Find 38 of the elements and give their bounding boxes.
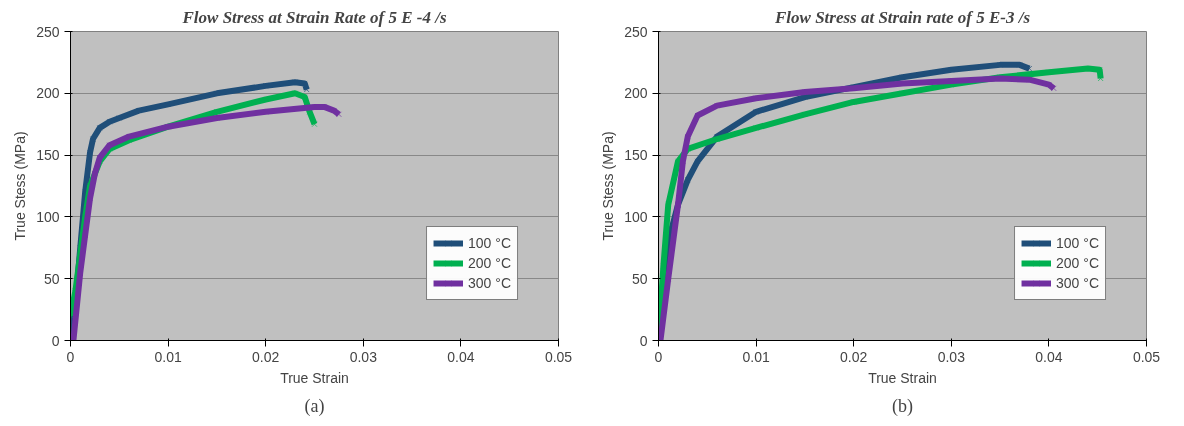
legend-label: 300 °C [1056,275,1099,291]
chart-title: Flow Stress at Strain Rate of 5 E -4 /s [181,7,447,27]
chart-title: Flow Stress at Strain rate of 5 E-3 /s [773,7,1031,27]
y-tick-label: 50 [43,270,60,287]
x-tick-label: 0.05 [1132,348,1161,365]
x-tick-label: 0 [66,348,75,365]
x-tick-label: 0.01 [742,348,770,365]
x-tick-label: 0.05 [544,348,573,365]
y-tick-label: 200 [624,85,648,102]
x-axis-title: True Strain [280,369,349,386]
y-tick-label: 0 [51,332,60,349]
y-tick-label: 100 [36,208,60,225]
y-tick-label: 100 [624,208,648,225]
y-axis-title: True Stess (MPa) [12,131,29,241]
y-tick-label: 0 [639,332,648,349]
legend-label: 200 °C [468,255,511,271]
y-axis-title: True Stess (MPa) [600,131,617,241]
legend-label: 200 °C [1056,255,1099,271]
x-tick-label: 0.03 [937,348,966,365]
legend-label: 100 °C [468,235,511,251]
y-tick-label: 200 [36,85,60,102]
x-tick-label: 0.04 [1035,348,1063,365]
y-tick-label: 150 [36,147,60,164]
y-tick-label: 250 [36,23,60,40]
x-tick-label: 0.03 [349,348,378,365]
text: (a) [304,395,325,417]
legend-label: 300 °C [468,275,511,291]
legend-label: 100 °C [1056,235,1099,251]
y-tick-label: 250 [624,23,648,40]
x-tick-label: 0.02 [840,348,868,365]
y-tick-label: 150 [624,147,648,164]
x-tick-label: 0.01 [154,348,182,365]
x-axis-title: True Strain [868,369,937,386]
text: (b) [892,395,914,417]
y-tick-label: 50 [631,270,648,287]
x-tick-label: 0.02 [252,348,280,365]
x-tick-label: 0 [654,348,663,365]
x-tick-label: 0.04 [447,348,475,365]
